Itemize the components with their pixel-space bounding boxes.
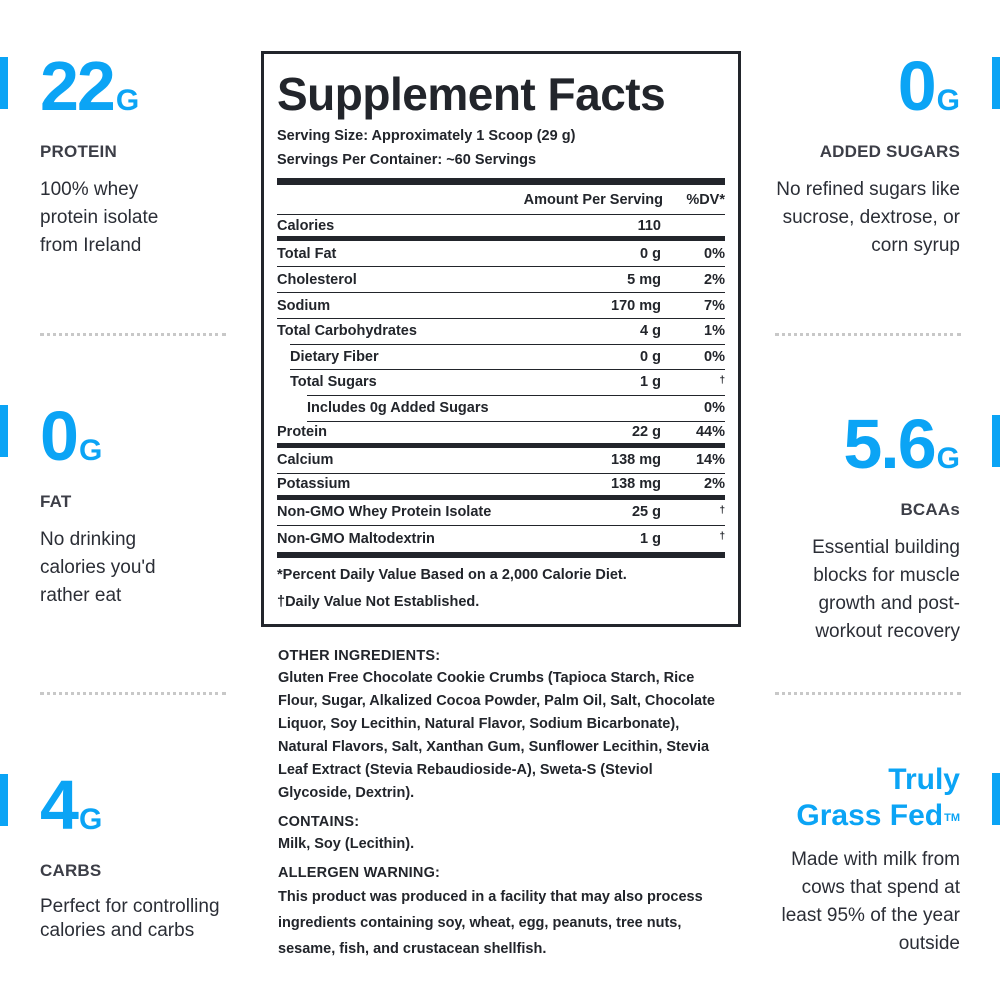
- facts-row-calories: Calories 110: [277, 215, 725, 241]
- stat-description: No drinking calories you'd rather eat: [40, 529, 156, 606]
- divider: [775, 333, 961, 336]
- stat-carbs: 4G CARBS Perfect for controlling calorie…: [40, 766, 255, 943]
- stat-label: FAT: [40, 492, 72, 511]
- stat-label: CARBS: [40, 861, 102, 880]
- divider-thick: [277, 551, 725, 558]
- stat-description: Made with milk from cows that spend at l…: [781, 849, 961, 954]
- facts-row-added-sugars: Includes 0g Added Sugars 0%: [307, 396, 725, 422]
- stat-description: No refined sugars like sucrose, dextrose…: [776, 179, 960, 256]
- header-amount: Amount Per Serving: [523, 192, 663, 208]
- accent-bar-fat: [0, 405, 8, 457]
- accent-bar-bcaas: [992, 415, 1000, 467]
- stat-label: BCAAs: [900, 500, 960, 519]
- stat-value: 5.6G: [843, 405, 960, 483]
- other-ingredients-text: Gluten Free Chocolate Cookie Crumbs (Tap…: [278, 670, 715, 801]
- facts-row-total-sugars: Total Sugars 1 g †: [290, 374, 725, 391]
- divider-thick: [277, 178, 725, 185]
- allergen-warning-text: This product was produced in a facility …: [278, 889, 703, 957]
- contains-text: Milk, Soy (Lecithin).: [278, 836, 415, 852]
- stat-value: 22G: [40, 47, 140, 125]
- stat-description: 100% whey protein isolate from Ireland: [40, 179, 159, 256]
- stat-label: ADDED SUGARS: [819, 142, 960, 161]
- divider: [40, 692, 226, 695]
- supplement-facts-panel: Supplement Facts Serving Size: Approxima…: [261, 51, 741, 627]
- stat-added-sugars: 0G ADDED SUGARS No refined sugars like s…: [745, 47, 960, 260]
- serving-size: Serving Size: Approximately 1 Scoop (29 …: [277, 128, 576, 144]
- trademark-symbol: TM: [944, 812, 960, 824]
- divider: [775, 692, 961, 695]
- grass-fed-title: Truly Grass FedTM: [796, 763, 960, 832]
- stat-value: 4G: [40, 766, 103, 844]
- contains-heading: CONTAINS:: [278, 814, 360, 830]
- facts-title: Supplement Facts: [277, 68, 666, 120]
- facts-row-total-carbohydrates: Total Carbohydrates 4 g 1%: [277, 323, 725, 340]
- allergen-warning-heading: ALLERGEN WARNING:: [278, 865, 441, 881]
- header-dv: %DV*: [686, 192, 725, 208]
- facts-header-row: Amount Per Serving %DV*: [277, 185, 725, 215]
- footnote-percent-dv: *Percent Daily Value Based on a 2,000 Ca…: [277, 566, 627, 583]
- footnote-dv-not-established: †Daily Value Not Established.: [277, 593, 480, 610]
- stat-label: PROTEIN: [40, 142, 117, 161]
- accent-bar-carbs: [0, 774, 8, 826]
- stat-protein: 22G PROTEIN 100% whey protein isolate fr…: [40, 47, 255, 260]
- accent-bar-protein: [0, 57, 8, 109]
- facts-row-cholesterol: Cholesterol 5 mg 2%: [277, 267, 725, 293]
- facts-row-maltodextrin: Non-GMO Maltodextrin 1 g †: [277, 530, 725, 547]
- accent-bar-added-sugars: [992, 57, 1000, 109]
- ingredients-section: OTHER INGREDIENTS: Gluten Free Chocolate…: [278, 645, 738, 962]
- facts-row-potassium: Potassium 138 mg 2%: [277, 474, 725, 500]
- accent-bar-grass-fed: [992, 773, 1000, 825]
- stat-description: Perfect for controlling calories and car…: [40, 896, 220, 941]
- stat-description: Essential building blocks for muscle gro…: [812, 537, 960, 642]
- stat-value: 0G: [897, 47, 960, 125]
- divider: [40, 333, 226, 336]
- stat-fat: 0G FAT No drinking calories you'd rather…: [40, 397, 255, 610]
- other-ingredients-heading: OTHER INGREDIENTS:: [278, 648, 441, 664]
- facts-row-protein: Protein 22 g 44%: [277, 422, 725, 448]
- facts-row-total-fat: Total Fat 0 g 0%: [277, 241, 725, 267]
- facts-row-sodium: Sodium 170 mg 7%: [277, 293, 725, 319]
- stat-bcaas: 5.6G BCAAs Essential building blocks for…: [745, 405, 960, 646]
- stat-grass-fed: Truly Grass FedTM Made with milk from co…: [745, 762, 961, 958]
- facts-row-whey-protein-isolate: Non-GMO Whey Protein Isolate 25 g †: [277, 500, 725, 526]
- stat-value: 0G: [40, 397, 103, 475]
- facts-row-calcium: Calcium 138 mg 14%: [277, 448, 725, 474]
- facts-row-dietary-fiber: Dietary Fiber 0 g 0%: [290, 348, 725, 365]
- servings-per-container: Servings Per Container: ~60 Servings: [277, 152, 537, 168]
